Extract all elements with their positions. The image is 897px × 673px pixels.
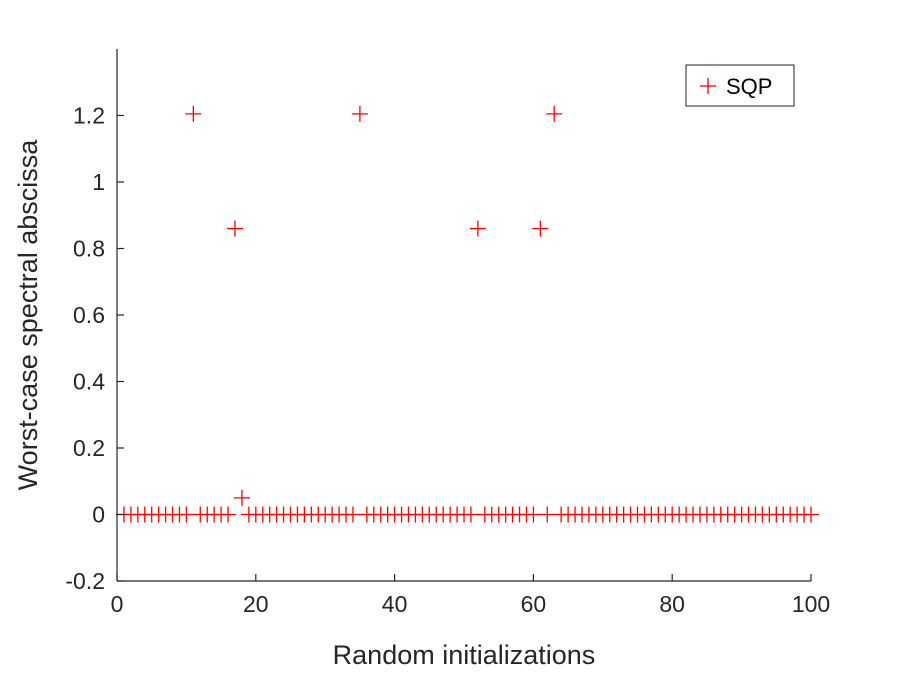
legend: SQP [685,64,795,107]
tick-labels: 0 20 40 60 80 100-0.200.20.40.60.811.2 [65,103,830,618]
y-tick-label: -0.2 [65,568,105,594]
x-tick-label: 40 [382,591,408,617]
plot-marks [115,105,819,523]
y-tick-label: 0 [92,502,105,528]
y-tick-label: 0.2 [73,435,105,461]
data-point [803,506,819,523]
data-point [469,220,486,237]
x-axis-label: Random initializations [333,640,596,670]
data-point [462,506,479,523]
y-tick-label: 1 [92,169,105,195]
legend-marker-sqp [700,78,716,94]
x-tick-label: 0 [111,591,124,617]
data-point [539,506,556,523]
x-tick-label: 100 [792,591,830,617]
data-point [233,489,250,506]
y-tick-label: 1.2 [73,103,105,129]
data-point [344,506,361,523]
data-point [532,220,549,237]
y-axis-label: Worst-case spectral abscissa [13,139,43,491]
data-point [546,105,563,122]
x-tick-label: 80 [659,591,685,617]
data-point [220,506,237,523]
data-point [226,220,243,237]
data-point [351,105,368,122]
data-point [178,506,195,523]
y-tick-label: 0.8 [73,236,105,262]
data-point [185,105,202,122]
legend-label-sqp: SQP [726,74,772,99]
data-point [525,506,542,523]
x-tick-label: 60 [521,591,547,617]
y-tick-label: 0.4 [73,369,105,395]
axes [116,49,812,582]
x-tick-label: 20 [243,591,269,617]
y-tick-label: 0.6 [73,302,105,328]
